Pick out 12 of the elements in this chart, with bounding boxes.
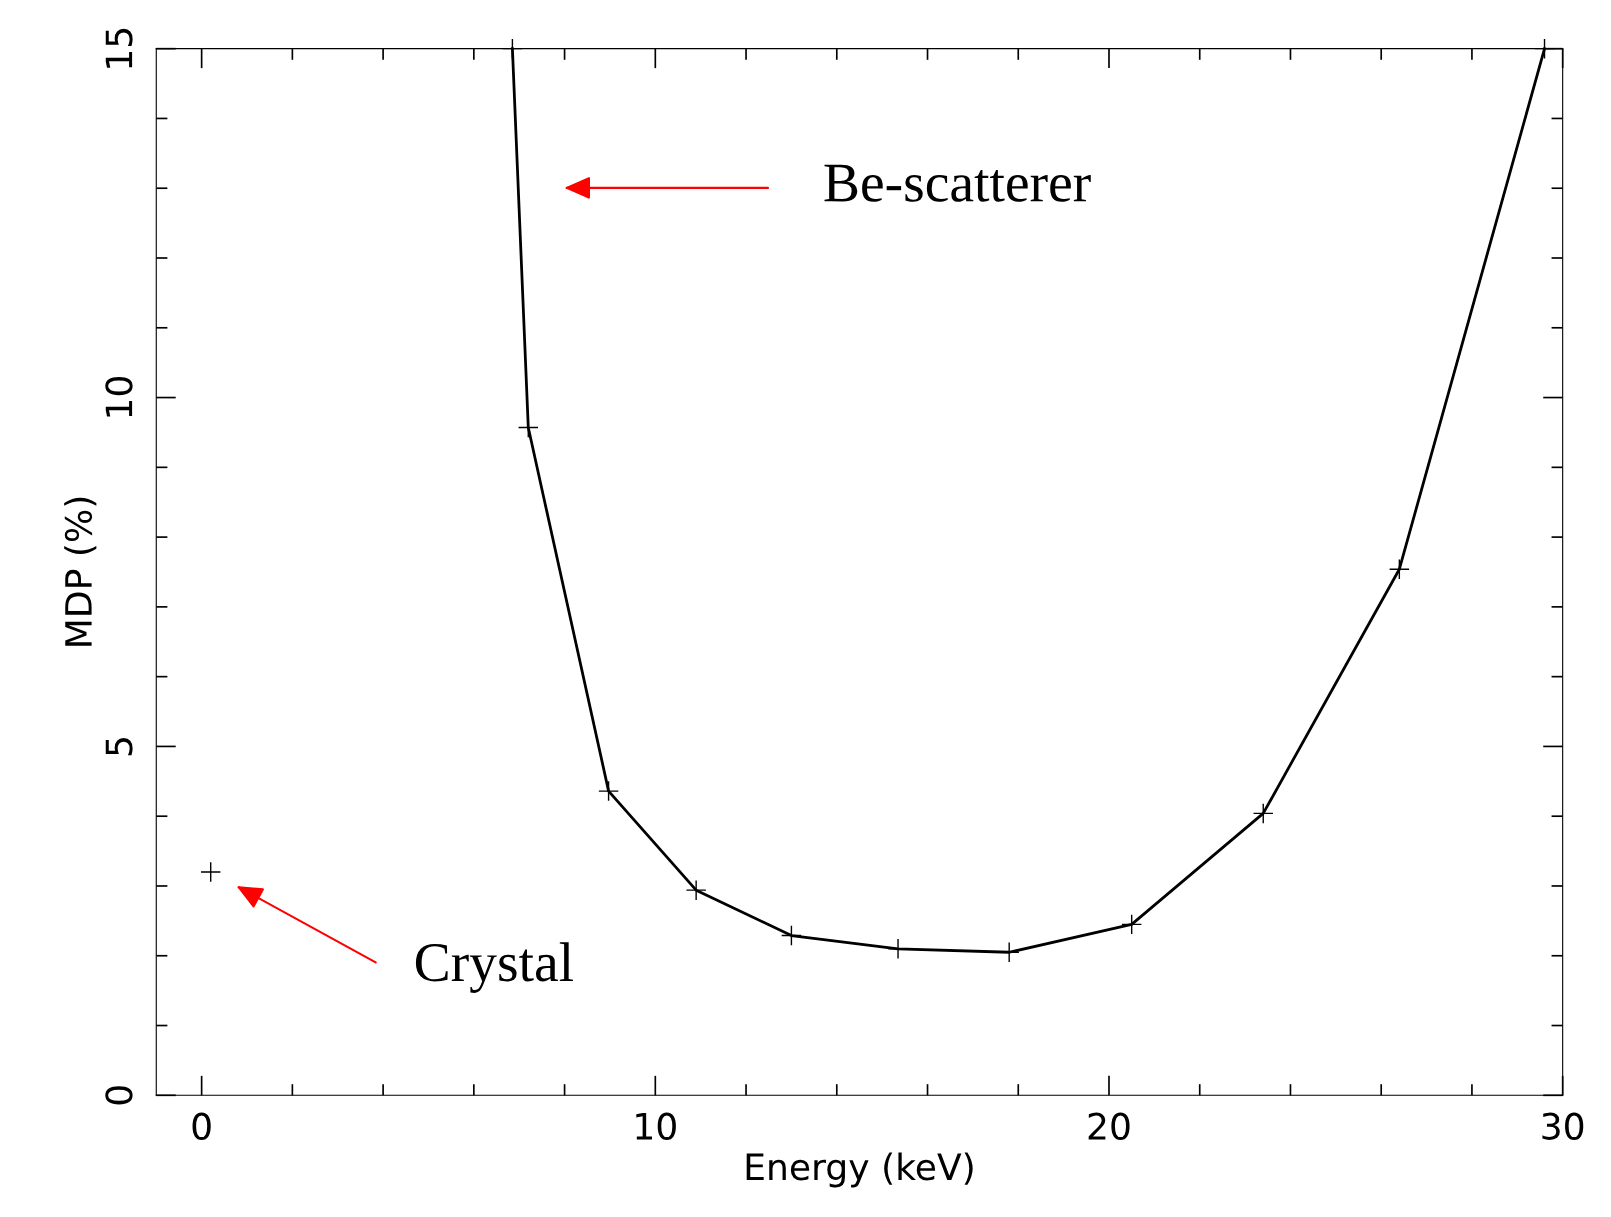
y-tick-label: 10 [105, 376, 133, 417]
x-tick-label: 10 [636, 1112, 676, 1140]
x-axis-title: Energy (keV) [746, 1152, 973, 1188]
y-axis-title: MDP (%) [64, 497, 97, 646]
y-tick-label: 0 [105, 1086, 133, 1105]
x-tick-label: 20 [1088, 1112, 1130, 1140]
y-tick-label: 5 [105, 738, 133, 756]
y-tick-label: 15 [105, 28, 133, 68]
annotation: Crystal [415, 942, 574, 993]
x-tick-label: 0 [192, 1112, 211, 1140]
annotation: Be-scatterer [824, 164, 1091, 202]
x-tick-label: 30 [1542, 1112, 1584, 1140]
